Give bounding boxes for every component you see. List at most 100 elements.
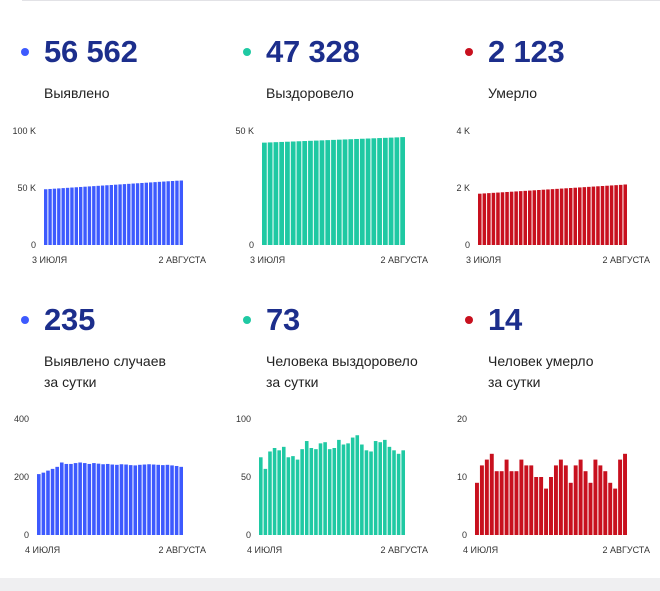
bar <box>491 192 496 245</box>
bar <box>387 446 392 535</box>
bar <box>296 141 302 245</box>
bar <box>555 188 559 245</box>
bar <box>578 187 582 245</box>
statistics-card: 56 562 Выявлено 47 328 Выздоровело 2 123 Умер… <box>0 0 660 578</box>
bar <box>57 188 61 245</box>
bar <box>44 189 48 245</box>
bar <box>500 192 505 245</box>
bar <box>539 477 544 535</box>
bar <box>578 459 583 535</box>
bar <box>142 464 147 535</box>
bar <box>61 188 65 245</box>
stat-label: Человека выздоровело за сутки <box>266 351 418 393</box>
bar <box>573 465 578 535</box>
red-dot-icon <box>465 48 473 56</box>
bar <box>532 190 537 245</box>
x-start-label: 4 ИЮЛЯ <box>25 545 60 555</box>
y-tick-label: 0 <box>465 240 470 250</box>
bar <box>100 185 105 245</box>
bar <box>337 439 341 535</box>
stat-value: 14 <box>488 302 523 337</box>
bar <box>79 186 83 245</box>
bar <box>388 137 394 245</box>
y-tick-label: 50 K <box>17 183 36 193</box>
bar <box>518 191 523 245</box>
bar <box>600 186 605 245</box>
bar <box>308 140 313 245</box>
bar <box>268 451 272 535</box>
bar <box>496 192 500 245</box>
bar <box>128 465 133 535</box>
y-tick-label: 400 <box>14 414 29 424</box>
y-tick-label: 0 <box>249 240 254 250</box>
bar <box>559 188 564 245</box>
bar <box>153 182 157 245</box>
bar <box>318 443 323 535</box>
bar <box>279 141 285 245</box>
bar <box>603 471 608 535</box>
bar <box>546 189 550 245</box>
bar <box>392 450 396 535</box>
bar <box>355 435 360 535</box>
bar <box>509 191 514 245</box>
bar <box>528 190 532 245</box>
bar <box>263 468 268 535</box>
bar <box>133 465 138 535</box>
bar <box>122 184 127 245</box>
x-end-label: 2 АВГУСТА <box>602 255 650 265</box>
bar <box>563 465 568 535</box>
stat-label-line: Человек умерло <box>488 353 594 369</box>
bar <box>277 450 281 535</box>
bar <box>558 459 563 535</box>
bar <box>484 459 489 535</box>
x-start-label: 4 ИЮЛЯ <box>463 545 498 555</box>
bar <box>591 186 596 245</box>
bar <box>327 449 332 535</box>
bar <box>564 188 568 245</box>
bar <box>41 472 46 535</box>
bar <box>83 186 87 245</box>
bar <box>364 450 369 535</box>
stat-label: Человек умерло за сутки <box>488 351 594 393</box>
y-tick-label: 4 K <box>456 126 470 136</box>
bar <box>65 187 70 245</box>
x-start-label: 3 ИЮЛЯ <box>466 255 501 265</box>
y-tick-label: 0 <box>24 530 29 540</box>
bar <box>115 464 119 535</box>
bar <box>175 180 179 245</box>
bar <box>568 188 573 245</box>
bar <box>46 470 50 535</box>
green-dot-icon <box>243 48 251 56</box>
bar <box>378 442 383 535</box>
bar <box>50 468 55 535</box>
bar <box>623 453 627 535</box>
bar <box>96 185 100 245</box>
bar <box>70 187 74 245</box>
bar <box>377 138 382 245</box>
bar <box>131 183 135 245</box>
bar <box>618 184 623 245</box>
bar <box>55 466 59 535</box>
bar <box>514 191 518 245</box>
bar <box>118 184 122 245</box>
blue-dot-icon <box>21 48 29 56</box>
bar <box>101 464 105 535</box>
bar <box>332 448 337 535</box>
bar <box>304 441 309 535</box>
bar <box>505 191 509 245</box>
stat-label: Выздоровело <box>266 83 354 104</box>
bar <box>331 139 336 245</box>
bar <box>87 463 92 535</box>
y-tick-label: 20 <box>457 414 467 424</box>
bar <box>613 488 618 535</box>
bar <box>267 142 273 245</box>
green-dot-icon <box>243 316 251 324</box>
bar <box>314 449 318 535</box>
bar <box>109 184 114 245</box>
bar <box>273 142 279 245</box>
bar <box>523 190 527 245</box>
bar <box>138 464 142 535</box>
bar <box>593 459 598 535</box>
